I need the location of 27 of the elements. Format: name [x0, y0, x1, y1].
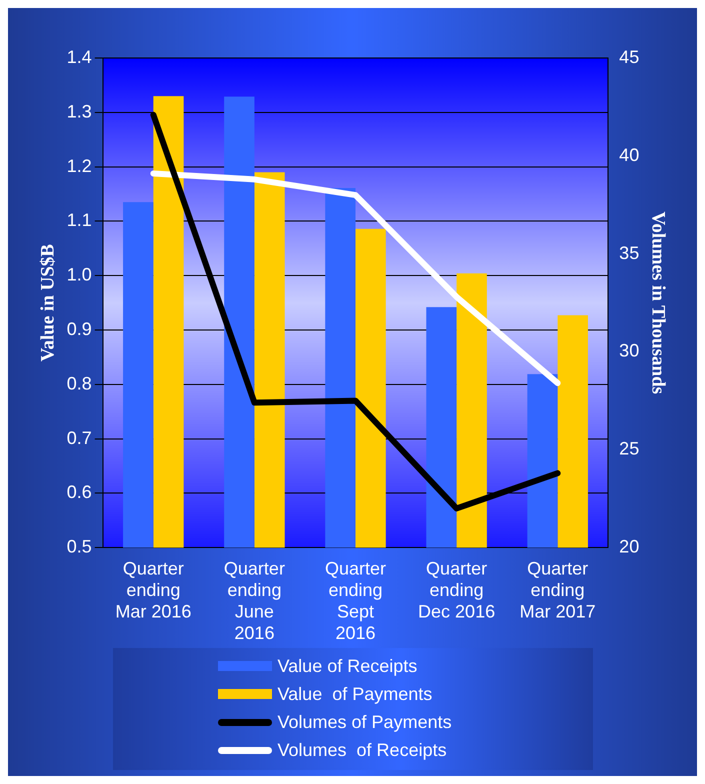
y-tick-label: 1.2 — [66, 156, 92, 176]
y2-tick-label: 40 — [618, 144, 639, 165]
y-tick-label: 0.6 — [66, 482, 92, 502]
x-tick-label: Quarter ending Dec 2016 — [418, 558, 495, 622]
y-tick-label: 1.3 — [66, 101, 92, 122]
y-tick-label: 1.4 — [66, 46, 92, 67]
legend-label: Volumes of Payments — [278, 712, 452, 732]
y-tick-label: 0.8 — [66, 373, 92, 394]
legend-label: Volumes of Receipts — [278, 740, 447, 760]
x-tick-label: Quarter ending Mar 2016 — [114, 558, 191, 622]
y-tick-label: 0.5 — [66, 536, 92, 557]
y2-tick-label: 45 — [618, 46, 639, 67]
y-tick-label: 1.1 — [66, 210, 92, 230]
y-tick-label: 1.0 — [66, 264, 92, 285]
y-tick-label: 0.7 — [66, 428, 92, 448]
x-tick-label: Quarter ending Sept 2016 — [324, 558, 386, 644]
y2-tick-label: 25 — [618, 438, 639, 459]
x-tick-label: Quarter ending June 2016 — [223, 558, 284, 644]
y2-tick-label: 35 — [618, 242, 639, 263]
x-tick-label: Quarter ending Mar 2017 — [519, 558, 596, 622]
y-axis-title: Value in US$B — [36, 244, 58, 362]
y2-tick-label: 30 — [618, 340, 639, 361]
y2-axis-title: Volumes in Thousands — [647, 211, 668, 394]
legend-label: Value of Receipts — [278, 656, 418, 676]
y-tick-label: 0.9 — [66, 318, 92, 339]
y2-tick-label: 20 — [618, 536, 639, 557]
legend-label: Value of Payments — [278, 684, 432, 704]
